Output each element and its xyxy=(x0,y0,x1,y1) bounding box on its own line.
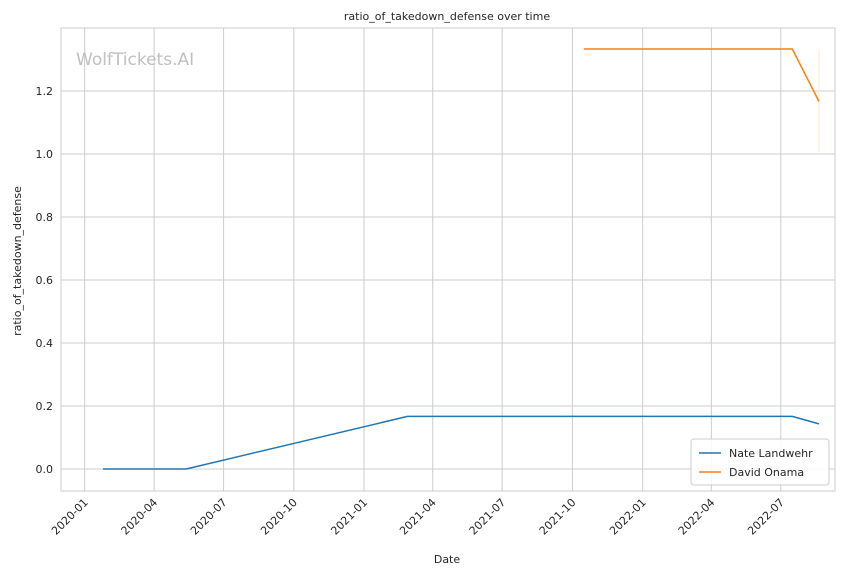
x-tick-label: 2020-10 xyxy=(258,496,300,538)
x-axis-ticks: 2020-01 2020-04 2020-07 2020-10 2021-01 2021-… xyxy=(49,496,787,538)
y-axis-ticks: 0.0 0.2 0.4 0.6 0.8 1.0 1.2 xyxy=(36,85,54,476)
chart-title: ratio_of_takedown_defense over time xyxy=(344,10,550,23)
x-tick-label: 2022-04 xyxy=(676,496,718,538)
y-tick-label: 0.8 xyxy=(36,211,54,224)
x-tick-label: 2021-01 xyxy=(328,496,370,538)
x-tick-label: 2020-01 xyxy=(49,496,91,538)
y-tick-label: 1.0 xyxy=(36,148,54,161)
x-tick-label: 2020-07 xyxy=(188,496,230,538)
y-tick-label: 1.2 xyxy=(36,85,54,98)
series-lines xyxy=(103,48,820,470)
x-tick-label: 2021-07 xyxy=(467,496,509,538)
y-tick-label: 0.0 xyxy=(36,463,54,476)
y-tick-label: 0.6 xyxy=(36,274,54,287)
x-tick-label: 2021-04 xyxy=(397,496,439,538)
legend-label-0: Nate Landwehr xyxy=(729,447,813,460)
legend-box xyxy=(690,438,830,486)
plot-area xyxy=(60,27,836,492)
y-tick-label: 0.4 xyxy=(36,337,54,350)
x-tick-label: 2022-07 xyxy=(745,496,787,538)
x-tick-label: 2022-01 xyxy=(607,496,649,538)
series-line-0 xyxy=(103,415,820,470)
x-tick-label: 2021-10 xyxy=(537,496,579,538)
watermark-text: WolfTickets.AI xyxy=(76,50,194,70)
x-tick-label: 2020-04 xyxy=(119,496,161,538)
x-axis-label: Date xyxy=(434,553,461,566)
series-line-1 xyxy=(583,48,820,102)
legend-label-1: David Onama xyxy=(729,466,804,479)
y-axis-label: ratio_of_takedown_defense xyxy=(11,186,24,336)
grid-lines xyxy=(61,28,835,491)
legend: Nate Landwehr David Onama xyxy=(690,438,830,486)
y-tick-label: 0.2 xyxy=(36,400,54,413)
